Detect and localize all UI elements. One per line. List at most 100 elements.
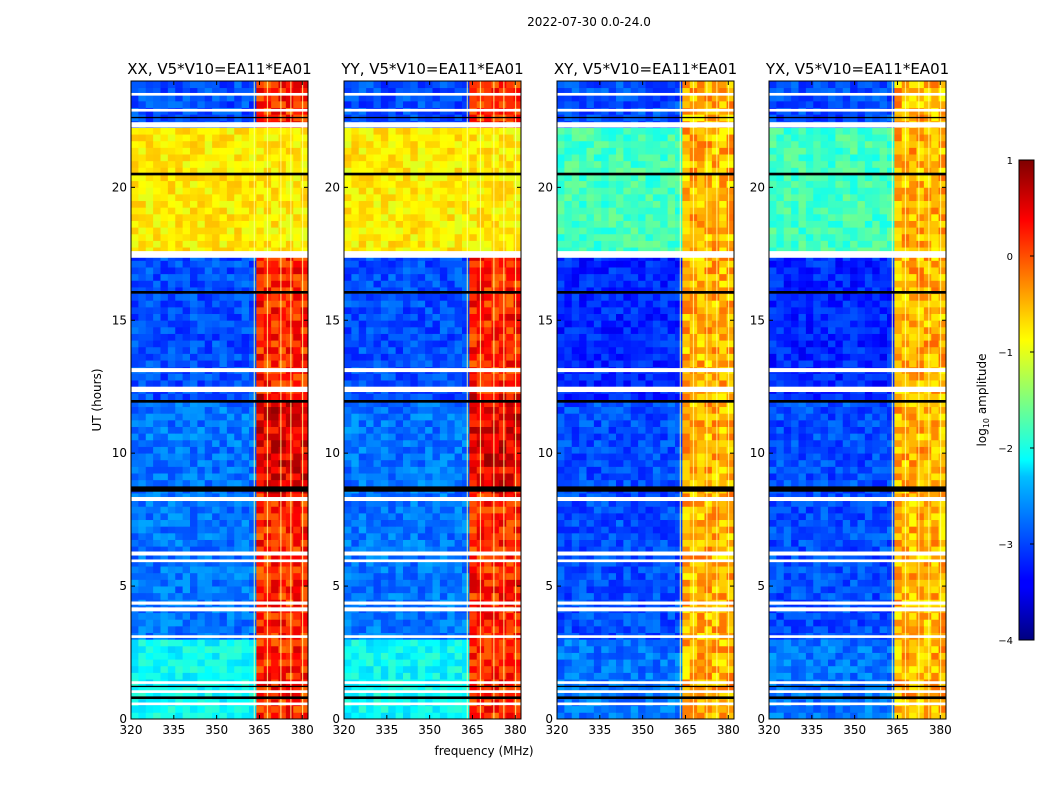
heatmap-cell — [462, 705, 470, 713]
heatmap-cell — [271, 200, 279, 208]
heatmap-cell — [432, 187, 441, 195]
heatmap-cell — [608, 672, 617, 680]
heatmap-cell — [167, 479, 176, 487]
heatmap-cell — [454, 100, 463, 108]
heatmap-cell — [388, 612, 397, 620]
heatmap-cell — [380, 227, 389, 235]
heatmap-cell — [300, 592, 309, 600]
heatmap-cell — [491, 579, 500, 587]
heatmap-cell — [204, 493, 213, 501]
heatmap-cell — [395, 572, 404, 580]
heatmap-cell — [447, 512, 456, 521]
heatmap-cell — [167, 612, 176, 620]
heatmap-cell — [278, 233, 287, 241]
heatmap-cell — [388, 273, 397, 281]
heatmap-cell — [256, 519, 265, 527]
heatmap-cell — [462, 247, 470, 255]
heatmap-cell — [447, 586, 456, 594]
heatmap-cell — [190, 147, 198, 155]
panel-frame — [130, 80, 309, 720]
heatmap-cell — [469, 87, 478, 95]
heatmap-cell — [131, 87, 139, 95]
heatmap-cell — [447, 645, 456, 653]
heatmap-cell — [285, 393, 294, 401]
heatmap-cell — [417, 685, 426, 693]
heatmap-cell — [300, 459, 309, 467]
heatmap-cell — [454, 81, 463, 89]
heatmap-cell — [182, 373, 191, 381]
heatmap-cell — [469, 287, 478, 295]
heatmap-cell — [167, 552, 176, 560]
heatmap-cell — [197, 127, 206, 135]
heatmap-cell — [447, 373, 456, 381]
y-tick-label: 20 — [112, 180, 127, 194]
heatmap-cell — [175, 393, 184, 401]
heatmap-cell — [498, 473, 507, 481]
heatmap-cell — [358, 546, 367, 554]
heatmap-cell — [241, 639, 250, 647]
heatmap-cell — [506, 293, 515, 301]
heatmap-cell — [212, 353, 220, 361]
heatmap-cell — [373, 705, 382, 713]
heatmap-cell — [190, 672, 198, 680]
heatmap-cell — [241, 220, 250, 228]
heatmap-cell — [667, 665, 676, 673]
heatmap-cell — [366, 685, 374, 693]
heatmap-cell — [300, 380, 309, 388]
heatmap-cell — [234, 433, 243, 441]
heatmap-cell — [271, 532, 279, 540]
heatmap-cell — [190, 400, 198, 408]
heatmap-cell — [469, 579, 478, 587]
heatmap-cell — [226, 566, 235, 574]
heatmap-cell — [190, 100, 198, 108]
heatmap-cell — [417, 539, 426, 547]
heatmap-cell — [219, 326, 228, 334]
heatmap-cell — [138, 499, 147, 507]
heatmap-cell — [138, 413, 147, 421]
heatmap-cell — [358, 193, 367, 202]
heatmap-cell — [373, 546, 382, 554]
heatmap-cell — [667, 685, 676, 693]
heatmap-cell — [417, 552, 426, 560]
heatmap-cell — [417, 154, 426, 162]
heatmap-cell — [241, 260, 250, 268]
heatmap-cell — [711, 672, 720, 680]
heatmap-cell — [344, 672, 352, 680]
heatmap-cell — [145, 665, 154, 673]
heatmap-cell — [403, 207, 411, 215]
heatmap-cell — [432, 519, 441, 527]
flagged-time-band — [344, 251, 521, 258]
heatmap-cell — [234, 127, 243, 135]
heatmap-cell — [366, 559, 374, 567]
heatmap-cell — [153, 81, 161, 89]
heatmap-cell — [212, 592, 220, 600]
heatmap-cell — [249, 134, 257, 142]
heatmap-cell — [447, 625, 456, 634]
heatmap-cell — [388, 426, 397, 434]
heatmap-cell — [138, 127, 147, 135]
heatmap-cell — [131, 180, 139, 188]
heatmap-cell — [344, 87, 352, 95]
heatmap-cell — [593, 705, 602, 713]
heatmap-cell — [660, 685, 669, 693]
heatmap-cell — [358, 439, 367, 447]
heatmap-cell — [395, 579, 404, 587]
heatmap-cell — [439, 625, 448, 634]
heatmap-cell — [447, 346, 456, 354]
heatmap-cell — [160, 340, 169, 348]
heatmap-cell — [439, 572, 448, 580]
heatmap-cell — [498, 572, 507, 580]
heatmap-cell — [145, 625, 154, 634]
heatmap-cell — [131, 512, 139, 521]
heatmap-cell — [417, 433, 426, 441]
heatmap-cell — [197, 227, 206, 235]
heatmap-cell — [645, 712, 654, 720]
heatmap-cell — [197, 94, 206, 102]
heatmap-cell — [484, 586, 492, 594]
heatmap-cell — [256, 180, 265, 188]
heatmap-cell — [358, 393, 367, 401]
heatmap-cell — [697, 652, 705, 660]
heatmap-cell — [711, 712, 720, 720]
heatmap-cell — [167, 287, 176, 295]
heatmap-cell — [358, 665, 367, 673]
